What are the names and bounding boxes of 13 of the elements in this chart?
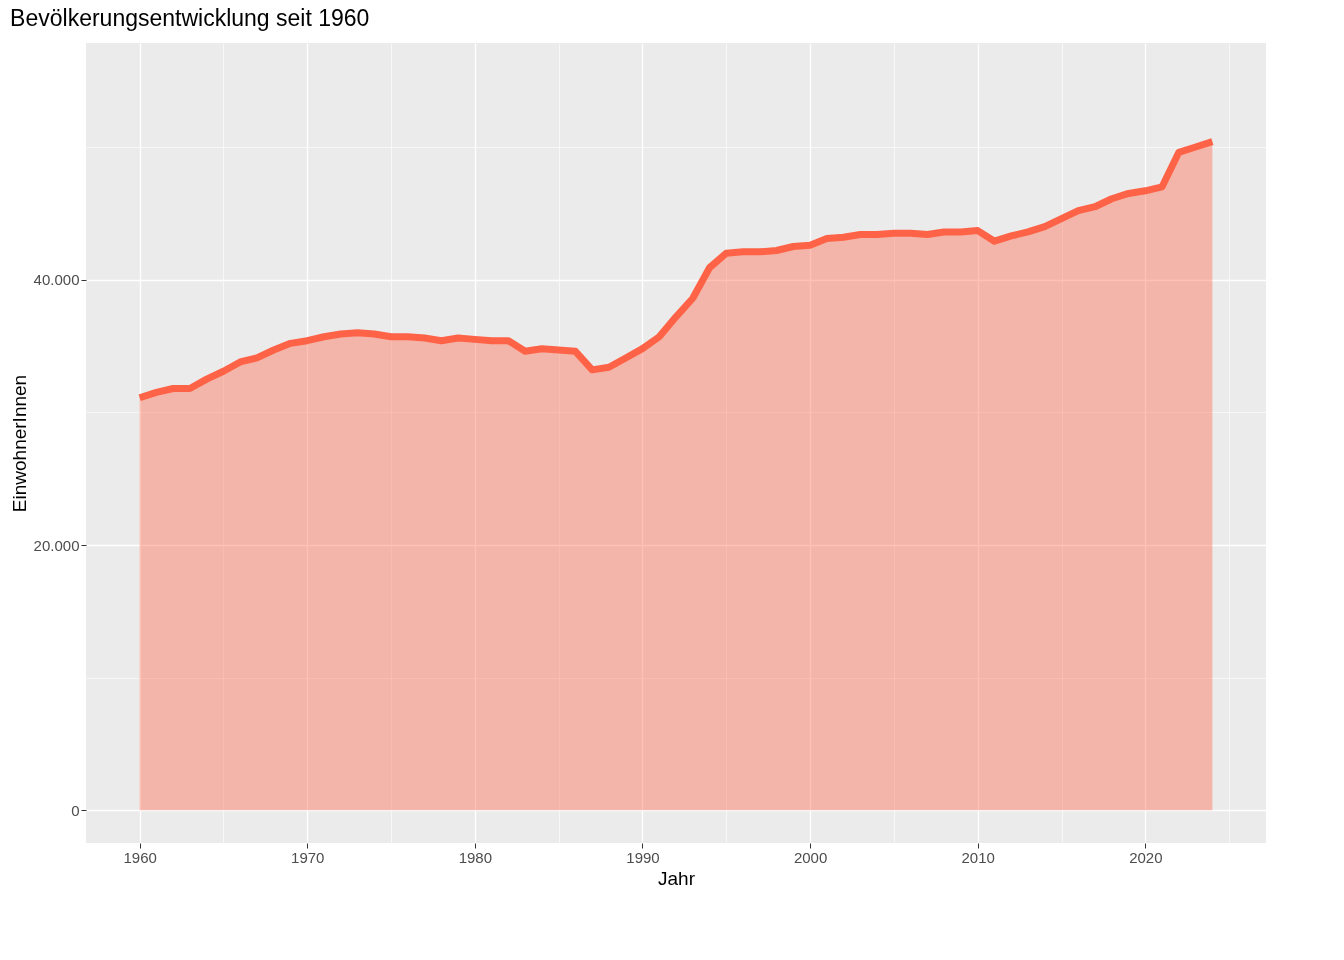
x-tick-label: 1990 [626, 848, 660, 866]
x-tick-label: 1960 [123, 848, 157, 866]
x-tick-label: 2020 [1129, 848, 1163, 866]
x-tick-label: 1970 [291, 848, 325, 866]
x-tick-label: 1980 [458, 848, 493, 866]
chart-title: Bevölkerungsentwicklung seit 1960 [10, 5, 370, 31]
x-tick-label: 2010 [961, 848, 995, 866]
y-tick-label: 40.000 [33, 271, 80, 289]
y-tick-label: 0 [71, 801, 80, 819]
x-axis-title: Jahr [658, 867, 696, 889]
x-tick-label: 2000 [793, 848, 828, 866]
y-axis-title: EinwohnerInnen [8, 374, 30, 513]
y-tick-label: 20.000 [33, 536, 80, 554]
